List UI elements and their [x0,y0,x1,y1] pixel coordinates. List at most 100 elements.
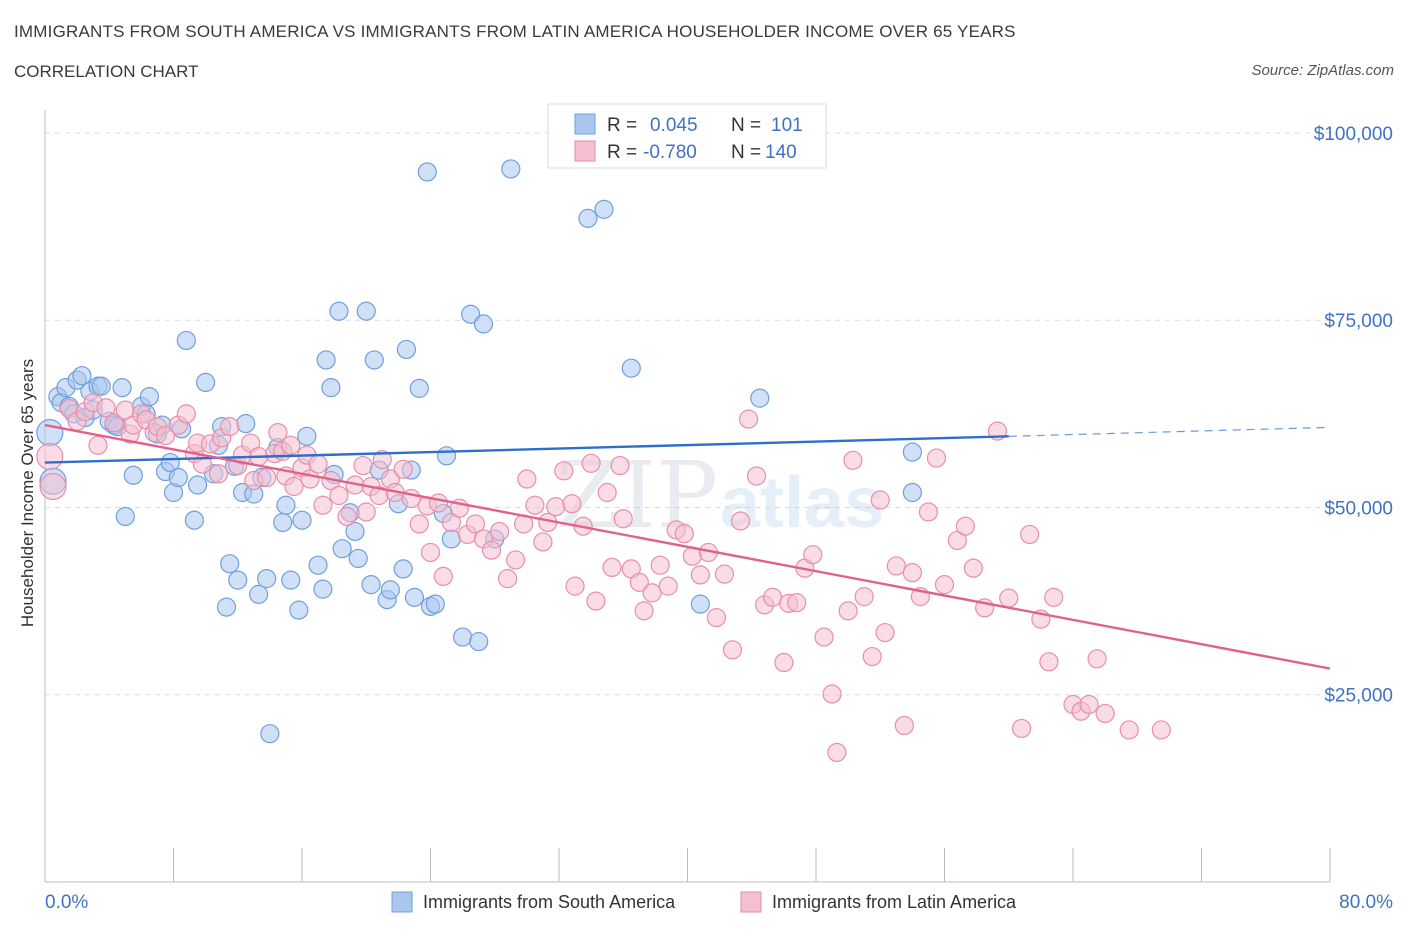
stats-r-value-1: 0.045 [650,115,698,136]
south-america-point [364,350,384,370]
south-america-point [473,314,494,334]
stats-n-value-1: 101 [771,115,803,136]
latin-america-point [827,742,847,763]
latin-america-point [650,555,670,575]
south-america-point [281,570,301,590]
south-america-point [750,388,770,408]
south-america-point [461,304,481,324]
south-america-point [380,580,400,600]
latin-america-point [465,514,486,534]
latin-america-point [433,566,453,587]
latin-america-point [562,494,582,514]
latin-america-point [774,652,794,673]
latin-america-point [642,583,662,603]
latin-america-point [706,607,727,628]
latin-america-point [787,593,807,613]
legend-label-south-america: Immigrants from South America [423,892,676,912]
latin-america-point [506,550,526,570]
south-america-point [36,418,64,447]
y-axis-label: Householder Income Over 65 years [18,359,37,627]
y-tick-label: $25,000 [1324,686,1393,707]
south-america-point [902,442,922,462]
source-credit: Source: ZipAtlas.com [1251,62,1394,79]
latin-america-point [843,450,863,470]
south-america-point [313,579,333,599]
south-america-point [469,631,489,652]
latin-america-point [353,455,373,476]
south-america-point [316,350,336,370]
latin-america-point [854,587,874,607]
latin-america-point [1044,587,1064,607]
latin-america-point [533,532,553,552]
south-america-point [329,301,349,321]
latin-america-point [498,569,518,589]
south-america-point [501,159,521,179]
south-america-point [404,587,425,607]
latin-america-point [634,601,654,621]
latin-america-point [610,455,630,476]
latin-america-point [894,715,914,736]
latin-america-point [420,542,441,563]
south-america-point [112,378,132,398]
south-america-point [228,570,248,590]
latin-america-point [822,684,842,704]
south-america-point [409,378,429,398]
latin-america-point [268,422,288,443]
watermark-atlas: atlas [720,463,884,543]
south-america-point [176,330,196,351]
latin-america-trend-line [44,423,1331,670]
latin-america-point [918,502,939,522]
latin-america-point [308,454,328,474]
latin-america-point [875,622,895,643]
south-america-point [257,569,277,589]
south-america-point [297,426,317,446]
south-america-point [393,559,413,579]
south-america-point [345,521,365,542]
latin-america-point [1119,720,1139,740]
south-america-point [236,414,256,434]
south-america-point [292,510,312,530]
south-america-point [289,600,309,620]
latin-america-point [934,575,955,595]
south-america-point [187,475,208,495]
south-america-point [276,495,296,515]
latin-america-point [39,472,67,501]
south-america-point [348,548,368,569]
latin-america-point [36,442,64,471]
latin-america-point [738,409,759,429]
south-america-point [196,372,216,393]
latin-america-point [281,435,301,455]
latin-america-point [803,545,823,565]
south-america-point [273,512,293,533]
latin-america-point [586,591,606,611]
latin-america-point [613,509,633,529]
latin-america-point [926,448,947,468]
latin-america-point [999,588,1019,608]
latin-america-point [428,493,449,513]
south-america-point [690,594,710,614]
south-america-point [332,539,352,559]
chart-title: IMMIGRANTS FROM SOUTH AMERICA VS IMMIGRA… [14,22,1016,41]
latin-america-point [554,461,574,481]
latin-america-point [690,565,710,585]
stats-r-label-2: R = [607,142,637,163]
south-america-point [453,627,473,647]
grid-layer [45,132,1330,696]
stats-r-value-2: -0.780 [643,142,697,163]
latin-america-point [1151,720,1171,740]
latin-america-point [329,485,349,506]
latin-america-point [722,640,743,660]
south-america-point [72,366,92,386]
latin-america-point [393,459,413,479]
latin-america-point [1079,694,1099,715]
south-america-point [321,378,341,398]
latin-america-point [546,497,566,517]
stats-n-label-2: N = [731,142,761,163]
bottom-legend: Immigrants from South America Immigrants… [391,891,1017,913]
south-america-point [216,597,237,617]
latin-america-point [746,466,767,486]
latin-america-point [208,464,229,484]
latin-america-point [1095,703,1115,724]
latin-america-point [525,495,545,515]
x-tick-label-right: 80.0% [1339,892,1393,913]
